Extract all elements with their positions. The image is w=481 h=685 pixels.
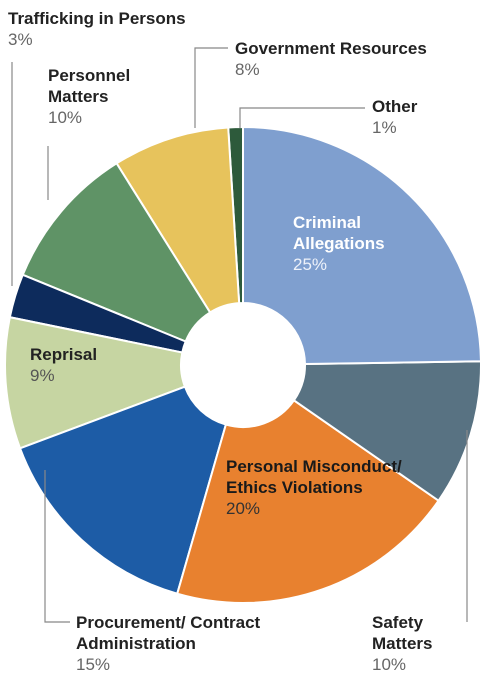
slice-label: Reprisal 9% xyxy=(30,344,130,386)
category-label: Personal Misconduct/ Ethics Violations xyxy=(226,457,402,497)
slice xyxy=(176,398,440,604)
value-label: 20% xyxy=(226,499,261,518)
value-label: 8% xyxy=(235,60,260,79)
value-label: 25% xyxy=(293,255,328,274)
category-label: Reprisal xyxy=(30,345,98,364)
slice-label: Personnel Matters 10% xyxy=(48,65,158,128)
category-label: Procurement/ Contract Administration xyxy=(76,613,261,653)
category-label: Personnel Matters xyxy=(48,66,131,106)
value-label: 10% xyxy=(372,655,407,674)
slice-label: Personal Misconduct/ Ethics Violations 20… xyxy=(226,456,426,519)
slice xyxy=(4,316,187,450)
value-label: 9% xyxy=(30,366,55,385)
slice xyxy=(21,161,212,343)
value-label: 3% xyxy=(8,30,33,49)
slice-label: Government Resources 8% xyxy=(235,38,481,80)
leader-line xyxy=(194,47,228,128)
slice-label: Other 1% xyxy=(372,96,452,138)
slice xyxy=(18,385,228,595)
category-label: Government Resources xyxy=(235,39,427,58)
slice xyxy=(242,125,481,366)
value-label: 10% xyxy=(48,108,83,127)
category-label: Criminal Allegations xyxy=(293,213,385,253)
slice xyxy=(292,360,481,503)
value-label: 1% xyxy=(372,118,397,137)
category-label: Safety Matters xyxy=(372,613,433,653)
slice-label: Trafficking in Persons 3% xyxy=(8,8,268,50)
value-label: 15% xyxy=(76,655,111,674)
slice xyxy=(115,126,241,314)
slice-label: Safety Matters 10% xyxy=(372,612,472,675)
leader-line xyxy=(239,107,365,128)
leader-line xyxy=(44,470,70,623)
slice-label: Procurement/ Contract Administration 15% xyxy=(76,612,376,675)
slice-label: Criminal Allegations 25% xyxy=(293,212,433,275)
category-label: Trafficking in Persons xyxy=(8,9,186,28)
category-label: Other xyxy=(372,97,418,116)
